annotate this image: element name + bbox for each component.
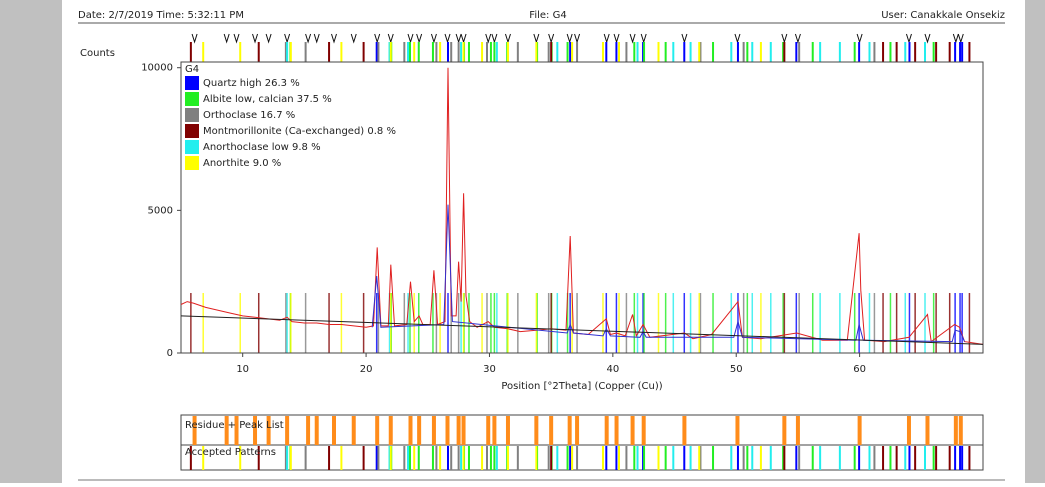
peak-marker [952,33,959,44]
x-tick-label: 50 [730,364,743,375]
peak-marker [407,33,414,44]
peak-marker [416,33,423,44]
plot-area [177,61,984,357]
peak-marker [350,33,357,44]
peak-marker [374,33,381,44]
legend-swatch [185,92,199,106]
peak-marker [603,33,610,44]
y-tick-label: 5000 [148,205,173,216]
peak-marker [574,33,581,44]
peak-marker [284,33,291,44]
header-file: File: G4 [529,10,566,21]
peak-marker [455,33,462,44]
peak-marker [444,33,451,44]
x-tick-label: 10 [236,364,249,375]
legend-label: Montmorillonite (Ca-exchanged) 0.8 % [203,126,396,137]
right-margin [1025,0,1045,483]
peak-marker [191,33,198,44]
peak-marker [905,33,912,44]
legend-label: Anorthite 9.0 % [203,158,281,169]
legend-label: Anorthoclase low 9.8 % [203,142,321,153]
peak-marker [223,33,230,44]
left-margin [0,0,62,483]
peak-marker [734,33,741,44]
peak-marker [430,33,437,44]
peak-marker [548,33,555,44]
lower-panel [180,414,984,471]
legend-label: Albite low, calcian 37.5 % [203,94,332,105]
peak-marker [533,33,540,44]
peak-marker [252,33,259,44]
legend-label: Orthoclase 16.7 % [203,110,295,121]
header-user: User: Canakkale Onsekiz [881,10,1005,21]
x-axis-label: Position [°2Theta] (Copper (Cu)) [501,381,662,392]
sample-label: G4 [185,64,199,75]
peak-marker [924,33,931,44]
x-tick-label: 20 [360,364,373,375]
header-date: Date: 2/7/2019 Time: 5:32:11 PM [78,10,244,21]
x-tick-label: 30 [483,364,496,375]
peak-marker [491,33,498,44]
reference-sticks [189,33,971,470]
plot-frame [180,61,984,354]
peak-marker [957,33,964,44]
peak-marker [265,33,272,44]
x-tick-label: 40 [606,364,619,375]
peak-marker [331,33,337,44]
panel-label: Residue + Peak List [185,420,284,431]
peak-marker [781,33,788,44]
peak-marker [460,33,467,44]
peak-marker [313,33,320,44]
legend-swatch [185,140,199,154]
legend-swatch [185,76,199,90]
y-axis-label: Counts [80,48,115,59]
peak-marker [613,33,620,44]
peak-marker [233,33,240,44]
panel-label: Accepted Patterns [185,447,276,458]
peak-marker [485,33,492,44]
series-line [180,67,984,345]
peak-marker [387,33,394,44]
peak-marker [794,33,801,44]
peak-marker [504,33,511,44]
legend-swatch [185,108,199,122]
peak-marker [640,33,647,44]
y-tick-label: 10000 [141,63,173,74]
peak-marker [566,33,573,44]
peak-marker [305,33,312,44]
peak-marker [856,33,863,44]
peak-marker [681,33,688,44]
y-tick-label: 0 [167,348,173,359]
labels: 0 5000 10000 10 20 30 40 50 60 G4 Quartz high 26.3… [141,63,866,458]
legend-swatch [185,124,199,138]
x-tick-label: 60 [853,364,866,375]
peak-marker [629,33,636,44]
series-line [180,315,984,345]
legend-swatch [185,156,199,170]
legend-label: Quartz high 26.3 % [203,78,300,89]
